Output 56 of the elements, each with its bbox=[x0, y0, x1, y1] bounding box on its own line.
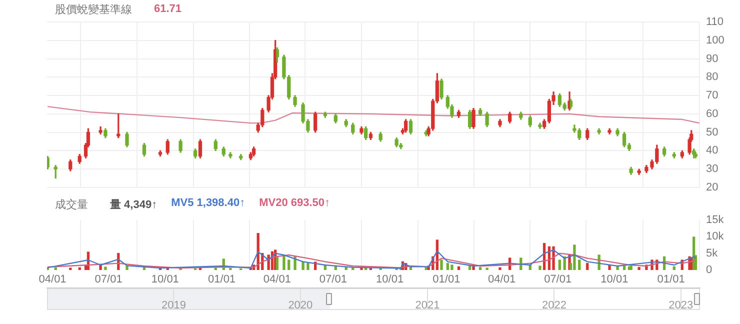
x2-tick-label: 2022 bbox=[542, 300, 566, 312]
y-tick-label: 10k bbox=[706, 230, 724, 243]
bar bbox=[450, 264, 454, 270]
bar bbox=[558, 260, 562, 270]
bar bbox=[302, 261, 304, 270]
x2-tick-label: 2023 bbox=[668, 300, 694, 312]
bar bbox=[478, 267, 482, 270]
bar bbox=[578, 260, 581, 270]
bar bbox=[638, 267, 640, 270]
x-tick-label: 04/01 bbox=[488, 274, 516, 286]
text: 61.71 bbox=[154, 3, 182, 15]
bar bbox=[672, 266, 676, 270]
bar bbox=[104, 266, 107, 270]
y-tick-label: 70 bbox=[706, 90, 718, 102]
y-tick-label: 0 bbox=[706, 264, 712, 276]
x-tick-label: 07/01 bbox=[94, 274, 122, 286]
y-tick-label: 100 bbox=[706, 34, 724, 46]
chart-title: 股價蛻變基準線 bbox=[55, 2, 132, 16]
x-tick-label: 10/01 bbox=[376, 274, 404, 286]
bar bbox=[573, 244, 576, 270]
text: 量 4,349↑ bbox=[110, 198, 158, 212]
bar bbox=[538, 266, 542, 270]
y-tick-label: 90 bbox=[706, 52, 718, 65]
y-tick-label: 60 bbox=[706, 108, 718, 120]
x-tick-label: 01/01 bbox=[432, 274, 460, 286]
x2-tick-label: 2021 bbox=[415, 300, 440, 312]
y-tick-label: 15k bbox=[706, 214, 724, 226]
bar bbox=[440, 260, 443, 270]
x-tick-label: 10/01 bbox=[151, 274, 179, 286]
y-tick-label: 50 bbox=[706, 126, 718, 138]
bar bbox=[457, 266, 460, 270]
y-tick-label: 30 bbox=[706, 163, 718, 176]
text: MV20 693.50↑ bbox=[259, 196, 330, 210]
x-tick-label: 01/01 bbox=[208, 274, 236, 286]
x2-tick-label: 2019 bbox=[161, 300, 186, 312]
x-tick-label: 07/01 bbox=[544, 274, 572, 286]
chart-title: 成交量 bbox=[55, 198, 88, 212]
bar bbox=[334, 266, 337, 270]
bar bbox=[586, 263, 589, 270]
bar bbox=[276, 256, 279, 270]
y-tick-label: 80 bbox=[706, 71, 718, 84]
bar bbox=[288, 260, 290, 270]
y-tick-label: 110 bbox=[706, 16, 724, 28]
text: MV5 1,398.40↑ bbox=[171, 196, 246, 210]
y-tick-label: 5k bbox=[706, 247, 718, 260]
bar bbox=[616, 266, 619, 270]
y-tick-label: 40 bbox=[706, 144, 718, 157]
x-tick-label: 04/01 bbox=[263, 274, 291, 286]
bar bbox=[306, 263, 310, 270]
x-tick-label: 01/01 bbox=[657, 274, 685, 286]
x-tick-label: 10/01 bbox=[600, 274, 628, 286]
x-tick-label: 04/01 bbox=[38, 274, 66, 286]
bar bbox=[498, 267, 502, 270]
y-tick-label: 20 bbox=[706, 181, 718, 194]
x2-tick-label: 2020 bbox=[288, 300, 313, 312]
x-tick-label: 07/01 bbox=[319, 274, 347, 286]
